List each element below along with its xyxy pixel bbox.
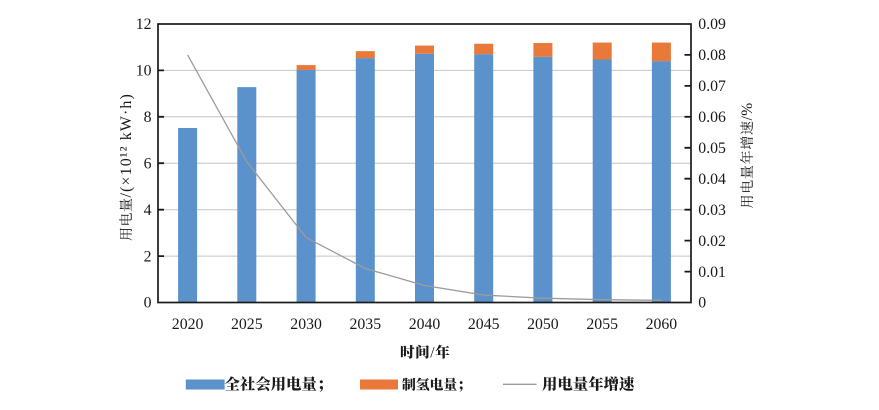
svg-text:0.06: 0.06 <box>698 109 726 126</box>
svg-text:2020: 2020 <box>172 316 204 333</box>
svg-text:2055: 2055 <box>586 316 618 333</box>
svg-text:0.07: 0.07 <box>698 78 726 95</box>
svg-text:0.09: 0.09 <box>698 16 726 33</box>
svg-text:2060: 2060 <box>646 316 678 333</box>
svg-text:0: 0 <box>698 295 706 312</box>
svg-text:2040: 2040 <box>409 316 441 333</box>
svg-text:2: 2 <box>144 248 152 265</box>
svg-text:2030: 2030 <box>290 316 322 333</box>
svg-text:8: 8 <box>144 109 152 126</box>
svg-text:4: 4 <box>144 202 152 219</box>
svg-text:6: 6 <box>144 155 152 172</box>
svg-text:2045: 2045 <box>468 316 500 333</box>
svg-text:2025: 2025 <box>231 316 263 333</box>
svg-text:0.02: 0.02 <box>698 233 726 250</box>
svg-text:0.05: 0.05 <box>698 140 726 157</box>
svg-text:2050: 2050 <box>527 316 559 333</box>
svg-text:0.04: 0.04 <box>698 171 726 188</box>
svg-text:/%: /% <box>739 102 756 120</box>
svg-text:/(×10¹² kW·h): /(×10¹² kW·h) <box>118 93 135 197</box>
svg-text:/: / <box>430 344 435 361</box>
svg-text:12: 12 <box>136 16 152 33</box>
svg-text:0: 0 <box>144 295 152 312</box>
svg-text:0.01: 0.01 <box>698 264 726 281</box>
svg-text:0.03: 0.03 <box>698 202 726 219</box>
svg-text:10: 10 <box>136 63 152 80</box>
svg-text:0.08: 0.08 <box>698 47 726 64</box>
svg-text:2035: 2035 <box>350 316 382 333</box>
